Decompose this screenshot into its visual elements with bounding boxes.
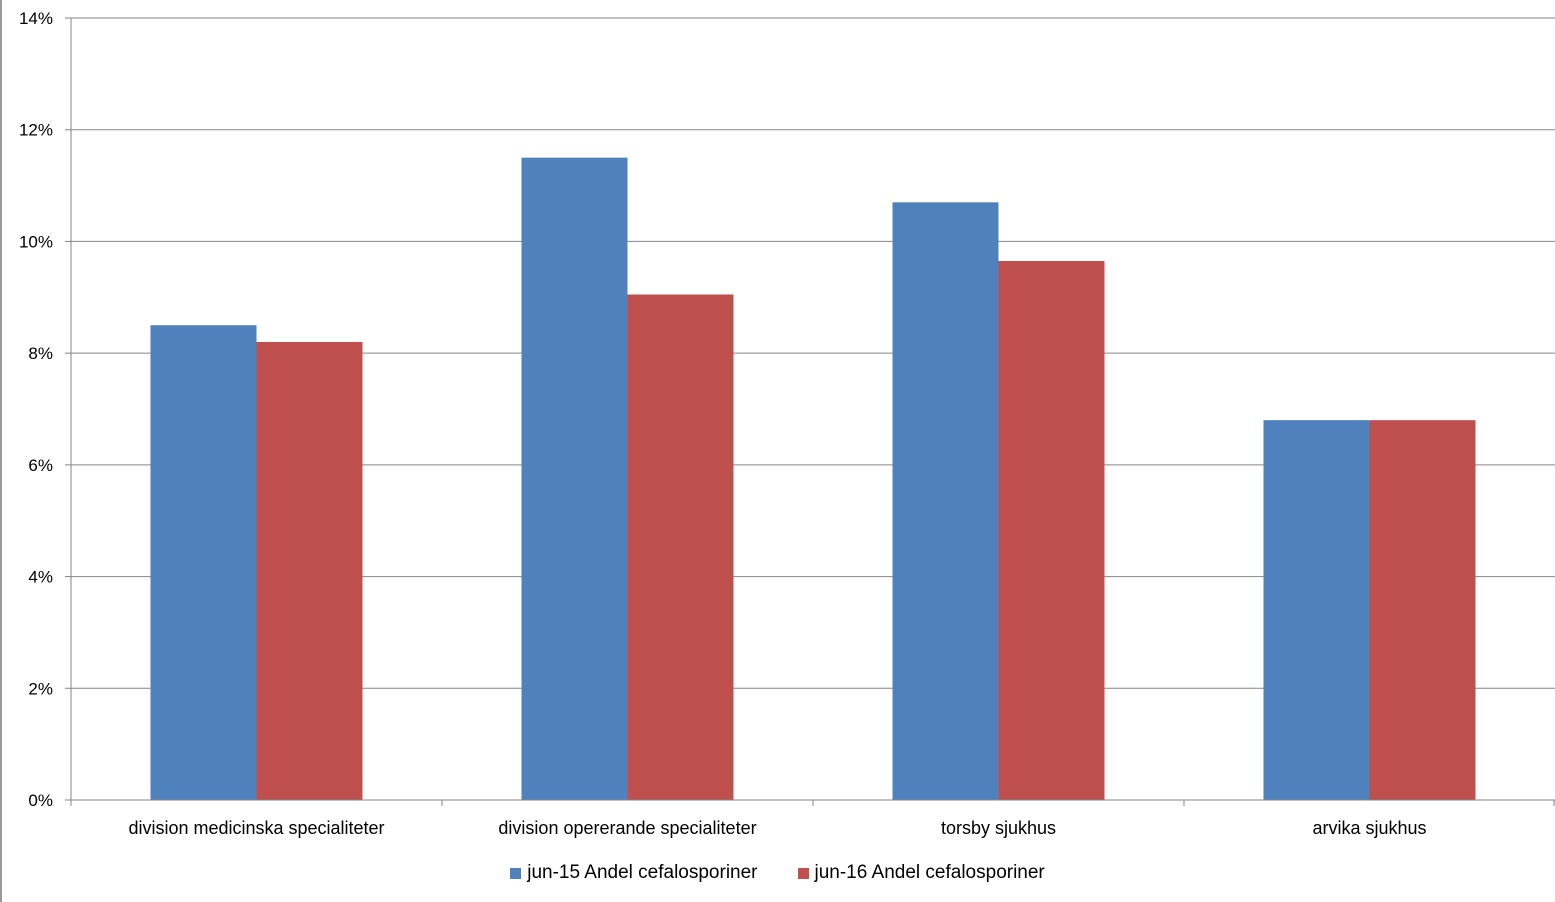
y-tick-label: 2%: [28, 679, 53, 698]
bar-series-1-3: [892, 202, 999, 801]
x-axis-labels: division medicinska specialiteter divisio…: [128, 818, 1426, 838]
y-tick-label: 10%: [19, 232, 53, 251]
bar-series-1-2: [521, 157, 628, 801]
bar-series-2-4: [1369, 420, 1476, 800]
y-tick-label: 14%: [19, 9, 53, 28]
legend-swatch-series-2: [797, 867, 809, 879]
legend-label-series-2: jun-16 Andel cefalosporiner: [814, 862, 1045, 883]
x-tick-label: division medicinska specialiteter: [128, 818, 384, 838]
y-tick-label: 12%: [19, 121, 53, 140]
legend-label-series-1: jun-15 Andel cefalosporiner: [527, 862, 758, 883]
bar-series-1-4: [1263, 420, 1370, 800]
legend-item-series-2: jun-16 Andel cefalosporiner: [797, 862, 1045, 884]
y-tick-label: 8%: [28, 344, 53, 363]
x-tick-label: arvika sjukhus: [1312, 818, 1426, 838]
legend: jun-15 Andel cefalosporiner jun-16 Andel…: [0, 858, 1555, 888]
axes: [70, 18, 1555, 806]
legend-swatch-series-1: [510, 867, 522, 879]
y-tick-label: 4%: [28, 568, 53, 587]
y-axis-ticks: 0% 2% 4% 6% 8% 10% 12% 14%: [19, 9, 71, 810]
legend-item-series-1: jun-15 Andel cefalosporiner: [510, 862, 758, 884]
bar-series-2-3: [998, 260, 1105, 800]
x-tick-label: torsby sjukhus: [941, 818, 1056, 838]
y-tick-label: 0%: [28, 791, 53, 810]
bar-series-1-1: [150, 325, 257, 800]
bar-series-2-1: [256, 341, 363, 800]
bar-series-2-2: [627, 294, 734, 800]
bars: [150, 157, 1476, 801]
y-tick-label: 6%: [28, 456, 53, 475]
x-tick-label: division opererande specialiteter: [498, 818, 756, 838]
